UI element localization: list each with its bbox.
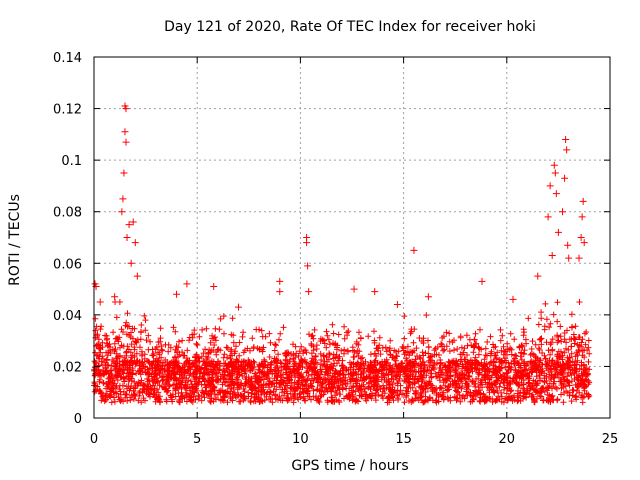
- y-tick-label: 0: [74, 412, 82, 427]
- data-point: [563, 146, 571, 154]
- data-point: [424, 293, 432, 301]
- x-tick-label: 5: [193, 432, 201, 447]
- x-tick-label: 20: [499, 432, 516, 447]
- data-point: [173, 290, 181, 298]
- x-axis-label: GPS time / hours: [291, 458, 408, 474]
- data-point: [478, 277, 486, 285]
- data-point: [578, 213, 586, 221]
- data-point: [122, 138, 130, 146]
- data-point: [534, 272, 542, 280]
- data-point: [564, 241, 572, 249]
- dense-point-band: [91, 299, 593, 406]
- data-point: [577, 234, 585, 241]
- data-point: [96, 298, 104, 306]
- data-point: [129, 218, 137, 226]
- data-point: [305, 288, 313, 296]
- data-points: [91, 102, 593, 406]
- data-point: [125, 221, 133, 229]
- y-axis-label: ROTI / TECUs: [7, 194, 23, 286]
- data-point: [303, 239, 311, 247]
- data-point: [276, 288, 284, 296]
- y-tick-label: 0.14: [53, 51, 82, 66]
- axis-ticks: 0 5 10 15 20 25 0 0.02 0.04 0.06 0.08 0.1 0.12 0.14: [53, 51, 618, 447]
- data-point: [548, 252, 556, 260]
- data-point: [544, 213, 552, 221]
- data-point: [561, 174, 569, 182]
- x-tick-label: 10: [292, 432, 309, 447]
- x-tick-label: 15: [395, 432, 412, 447]
- data-point: [234, 303, 242, 311]
- data-point: [111, 293, 119, 301]
- data-point: [546, 182, 554, 190]
- y-tick-label: 0.06: [53, 257, 82, 272]
- y-tick-label: 0.12: [53, 103, 82, 118]
- data-point: [127, 259, 135, 267]
- data-point: [133, 272, 141, 280]
- data-point: [121, 128, 129, 136]
- data-point: [371, 288, 379, 296]
- data-point: [575, 254, 583, 262]
- data-point: [559, 208, 567, 216]
- data-point: [276, 277, 284, 285]
- data-point: [393, 301, 401, 309]
- data-point: [210, 282, 218, 290]
- data-point: [550, 161, 558, 169]
- y-tick-label: 0.08: [53, 206, 82, 221]
- data-point: [580, 239, 588, 247]
- x-tick-label: 0: [90, 432, 98, 447]
- data-point: [554, 228, 562, 236]
- plot-frame: [93, 56, 611, 419]
- data-point: [123, 234, 131, 241]
- data-point: [562, 136, 570, 144]
- data-point: [120, 169, 128, 177]
- y-tick-label: 0.02: [53, 360, 82, 375]
- data-point: [118, 208, 126, 216]
- y-tick-label: 0.04: [53, 309, 82, 324]
- chart-title: Day 121 of 2020, Rate Of TEC Index for r…: [164, 19, 536, 35]
- data-point: [552, 190, 560, 198]
- data-point: [565, 254, 573, 262]
- data-point: [579, 197, 587, 205]
- data-point: [551, 169, 559, 177]
- data-point: [509, 295, 517, 303]
- x-tick-label: 25: [602, 432, 619, 447]
- data-point: [304, 262, 312, 270]
- y-tick-label: 0.1: [61, 154, 82, 169]
- data-point: [183, 280, 191, 288]
- data-point: [119, 195, 127, 203]
- data-point: [131, 239, 139, 247]
- data-point: [350, 285, 358, 293]
- data-point: [410, 246, 418, 254]
- data-point: [122, 105, 130, 113]
